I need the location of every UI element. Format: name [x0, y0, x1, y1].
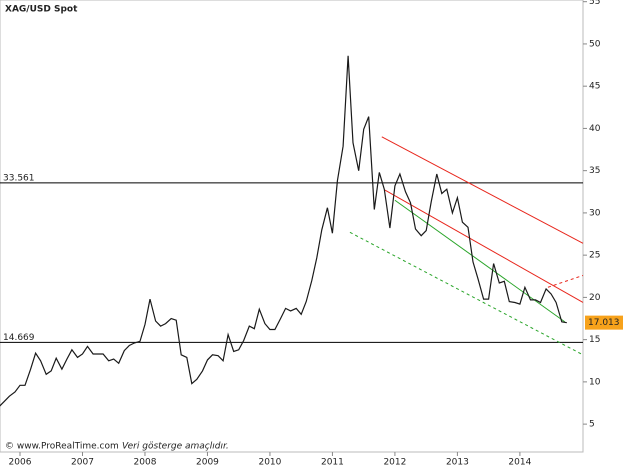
- y-tick-label: 15: [589, 335, 600, 345]
- x-tick-label: 2007: [71, 458, 94, 468]
- y-tick-label: 50: [589, 39, 601, 49]
- x-tick-label: 2011: [321, 458, 344, 468]
- credit: © www.ProRealTime.com: [5, 442, 119, 452]
- trend-line: [394, 199, 566, 323]
- y-tick-label: 45: [589, 82, 600, 92]
- chart-title: XAG/USD Spot: [5, 5, 78, 15]
- x-tick-label: 2008: [134, 458, 157, 468]
- y-tick-label: 40: [589, 124, 601, 134]
- y-tick-label: 30: [589, 208, 601, 218]
- y-tick-label: 5: [589, 420, 595, 430]
- last-price-box: [585, 315, 623, 330]
- trend-line: [349, 231, 584, 356]
- trend-line: [381, 136, 584, 244]
- x-tick-label: 2014: [508, 458, 531, 468]
- y-tick-label: 35: [589, 166, 600, 176]
- y-tick-label: 25: [589, 251, 600, 261]
- y-tick-label: 10: [589, 377, 601, 387]
- trend-line: [547, 274, 584, 288]
- x-tick-label: 2013: [446, 458, 469, 468]
- last-price-label: 17.013: [588, 318, 620, 328]
- y-tick-label: 55: [589, 0, 600, 7]
- trend-line: [384, 189, 584, 303]
- price-line: [0, 55, 567, 407]
- x-tick-label: 2012: [383, 458, 406, 468]
- x-tick-label: 2010: [258, 458, 281, 468]
- disclaimer: Veri gösterge amaçlıdır.: [122, 442, 229, 452]
- reference-label: 14.669: [3, 333, 35, 343]
- y-tick-label: 20: [589, 293, 601, 303]
- x-tick-label: 2009: [196, 458, 219, 468]
- reference-label: 33.561: [3, 173, 35, 183]
- plot-area: [0, 0, 584, 453]
- x-tick-label: 2006: [9, 458, 32, 468]
